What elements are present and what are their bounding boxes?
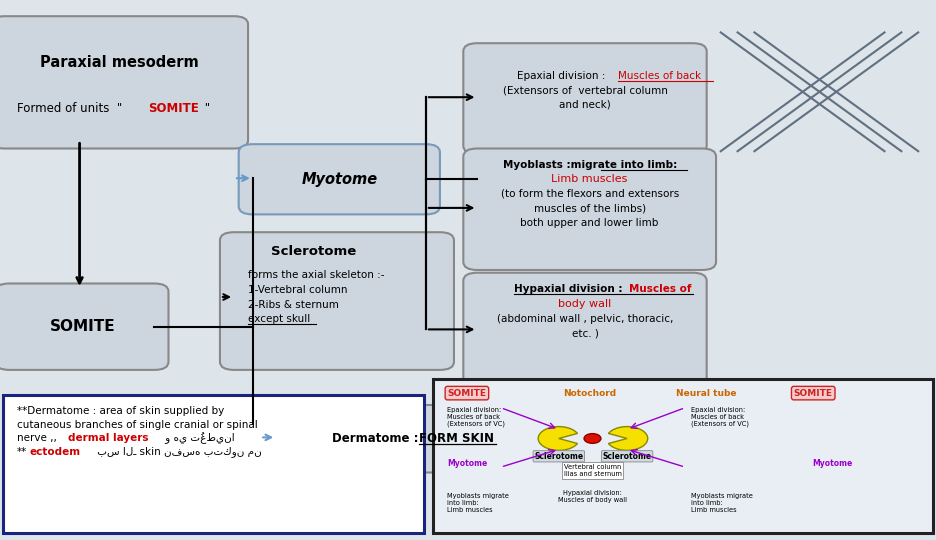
Text: Sclerotome: Sclerotome xyxy=(271,245,357,258)
Wedge shape xyxy=(538,427,578,450)
Text: Muscles of back: Muscles of back xyxy=(618,71,701,80)
Text: Sclerotome: Sclerotome xyxy=(603,452,651,461)
Text: dermal layers: dermal layers xyxy=(68,434,149,443)
Text: cutaneous branches of single cranial or spinal: cutaneous branches of single cranial or … xyxy=(17,420,257,430)
Text: (abdominal wall , pelvic, thoracic,: (abdominal wall , pelvic, thoracic, xyxy=(497,314,673,323)
Text: (Extensors of  vertebral column: (Extensors of vertebral column xyxy=(503,86,667,96)
Text: Limb muscles: Limb muscles xyxy=(551,174,628,184)
Text: nerve ,,: nerve ,, xyxy=(17,434,64,443)
Text: **Dermatome : area of skin supplied by: **Dermatome : area of skin supplied by xyxy=(17,407,224,416)
Text: 2-Ribs & sternum: 2-Ribs & sternum xyxy=(248,300,339,309)
Text: Dermatome :: Dermatome : xyxy=(332,432,423,445)
Text: forms the axial skeleton :-: forms the axial skeleton :- xyxy=(248,271,385,280)
FancyBboxPatch shape xyxy=(463,148,716,270)
Text: Vertebral column
Ilias and sternum: Vertebral column Ilias and sternum xyxy=(563,464,622,477)
Text: and neck): and neck) xyxy=(559,100,611,110)
FancyBboxPatch shape xyxy=(0,16,248,148)
Text: FORM SKIN: FORM SKIN xyxy=(419,432,494,445)
Text: و هي تُغطينا: و هي تُغطينا xyxy=(162,433,235,444)
FancyBboxPatch shape xyxy=(239,144,440,214)
FancyBboxPatch shape xyxy=(3,395,424,533)
Text: ectodem: ectodem xyxy=(29,447,80,457)
Text: Myoblasts migrate
into limb:
Limb muscles: Myoblasts migrate into limb: Limb muscle… xyxy=(691,493,753,514)
Text: Myotome: Myotome xyxy=(812,459,853,468)
FancyBboxPatch shape xyxy=(463,273,707,389)
Text: Epaxial division :: Epaxial division : xyxy=(517,71,608,80)
Text: 1-Vertebral column: 1-Vertebral column xyxy=(248,285,347,295)
Text: Myotome: Myotome xyxy=(447,459,488,468)
Text: Myoblasts migrate
into limb:
Limb muscles: Myoblasts migrate into limb: Limb muscle… xyxy=(447,493,509,514)
Text: **: ** xyxy=(17,447,27,457)
Text: etc. ): etc. ) xyxy=(572,328,598,338)
Text: Epaxial division:
Muscles of back
(Extensors of VC): Epaxial division: Muscles of back (Exten… xyxy=(691,407,749,427)
Text: Myoblasts :migrate into limb:: Myoblasts :migrate into limb: xyxy=(503,160,677,170)
Text: body wall: body wall xyxy=(559,299,611,309)
Text: Notochord: Notochord xyxy=(563,389,616,397)
Text: Hypaxial division:
Muscles of body wall: Hypaxial division: Muscles of body wall xyxy=(558,490,627,503)
FancyBboxPatch shape xyxy=(262,405,482,472)
Wedge shape xyxy=(608,427,648,450)
Text: بس الـ skin نفسه بتكون من: بس الـ skin نفسه بتكون من xyxy=(94,447,261,457)
Text: SOMITE: SOMITE xyxy=(148,102,198,114)
FancyBboxPatch shape xyxy=(220,232,454,370)
Text: Epaxial division:
Muscles of back
(Extensors of VC): Epaxial division: Muscles of back (Exten… xyxy=(447,407,505,427)
FancyBboxPatch shape xyxy=(0,284,168,370)
Text: Paraxial mesoderm: Paraxial mesoderm xyxy=(40,55,199,70)
Text: SOMITE: SOMITE xyxy=(50,319,115,334)
FancyBboxPatch shape xyxy=(463,43,707,154)
Text: muscles of the limbs): muscles of the limbs) xyxy=(534,204,646,213)
Text: SOMITE: SOMITE xyxy=(447,389,487,397)
Text: SOMITE: SOMITE xyxy=(794,389,833,397)
Text: Myotome: Myotome xyxy=(301,172,378,187)
Text: Neural tube: Neural tube xyxy=(677,389,737,397)
Text: except skull: except skull xyxy=(248,314,311,324)
Text: both upper and lower limb: both upper and lower limb xyxy=(520,218,659,228)
Text: (to form the flexors and extensors: (to form the flexors and extensors xyxy=(501,189,679,199)
Text: Sclerotome: Sclerotome xyxy=(534,452,583,461)
Text: Hypaxial division :: Hypaxial division : xyxy=(514,284,622,294)
Text: ": " xyxy=(201,102,211,114)
Text: Muscles of: Muscles of xyxy=(629,284,692,294)
Circle shape xyxy=(584,434,601,443)
FancyBboxPatch shape xyxy=(433,379,933,533)
Text: Formed of units  ": Formed of units " xyxy=(17,102,122,114)
